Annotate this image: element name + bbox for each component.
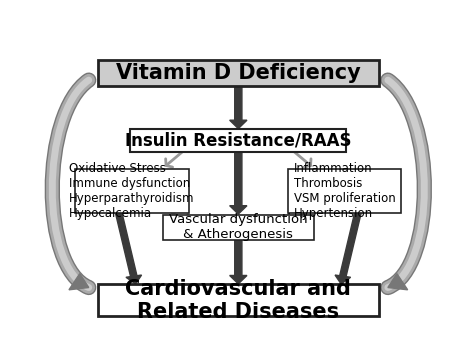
FancyArrow shape — [230, 152, 247, 214]
FancyArrow shape — [388, 274, 408, 290]
FancyArrow shape — [115, 212, 141, 284]
Text: Cardiovascular and
Related Diseases: Cardiovascular and Related Diseases — [126, 278, 351, 322]
FancyBboxPatch shape — [163, 215, 314, 240]
FancyArrow shape — [230, 87, 247, 128]
Text: Vitamin D Deficiency: Vitamin D Deficiency — [116, 63, 361, 83]
FancyBboxPatch shape — [98, 60, 379, 86]
Text: Oxidative Stress
Immune dysfunction
Hyperparathyroidism
Hypocalcemia: Oxidative Stress Immune dysfunction Hype… — [69, 162, 195, 220]
Text: Inflammation
Thrombosis
VSM proliferation
Hypertension: Inflammation Thrombosis VSM proliferatio… — [294, 162, 396, 220]
Text: Vascular dysfunction
& Atherogenesis: Vascular dysfunction & Atherogenesis — [169, 213, 308, 241]
FancyArrow shape — [230, 240, 247, 284]
FancyBboxPatch shape — [130, 129, 346, 152]
FancyBboxPatch shape — [98, 284, 379, 316]
FancyArrow shape — [335, 212, 361, 284]
Text: Insulin Resistance/RAAS: Insulin Resistance/RAAS — [125, 131, 352, 149]
FancyBboxPatch shape — [288, 169, 401, 213]
FancyBboxPatch shape — [75, 169, 189, 213]
FancyArrow shape — [69, 274, 89, 290]
